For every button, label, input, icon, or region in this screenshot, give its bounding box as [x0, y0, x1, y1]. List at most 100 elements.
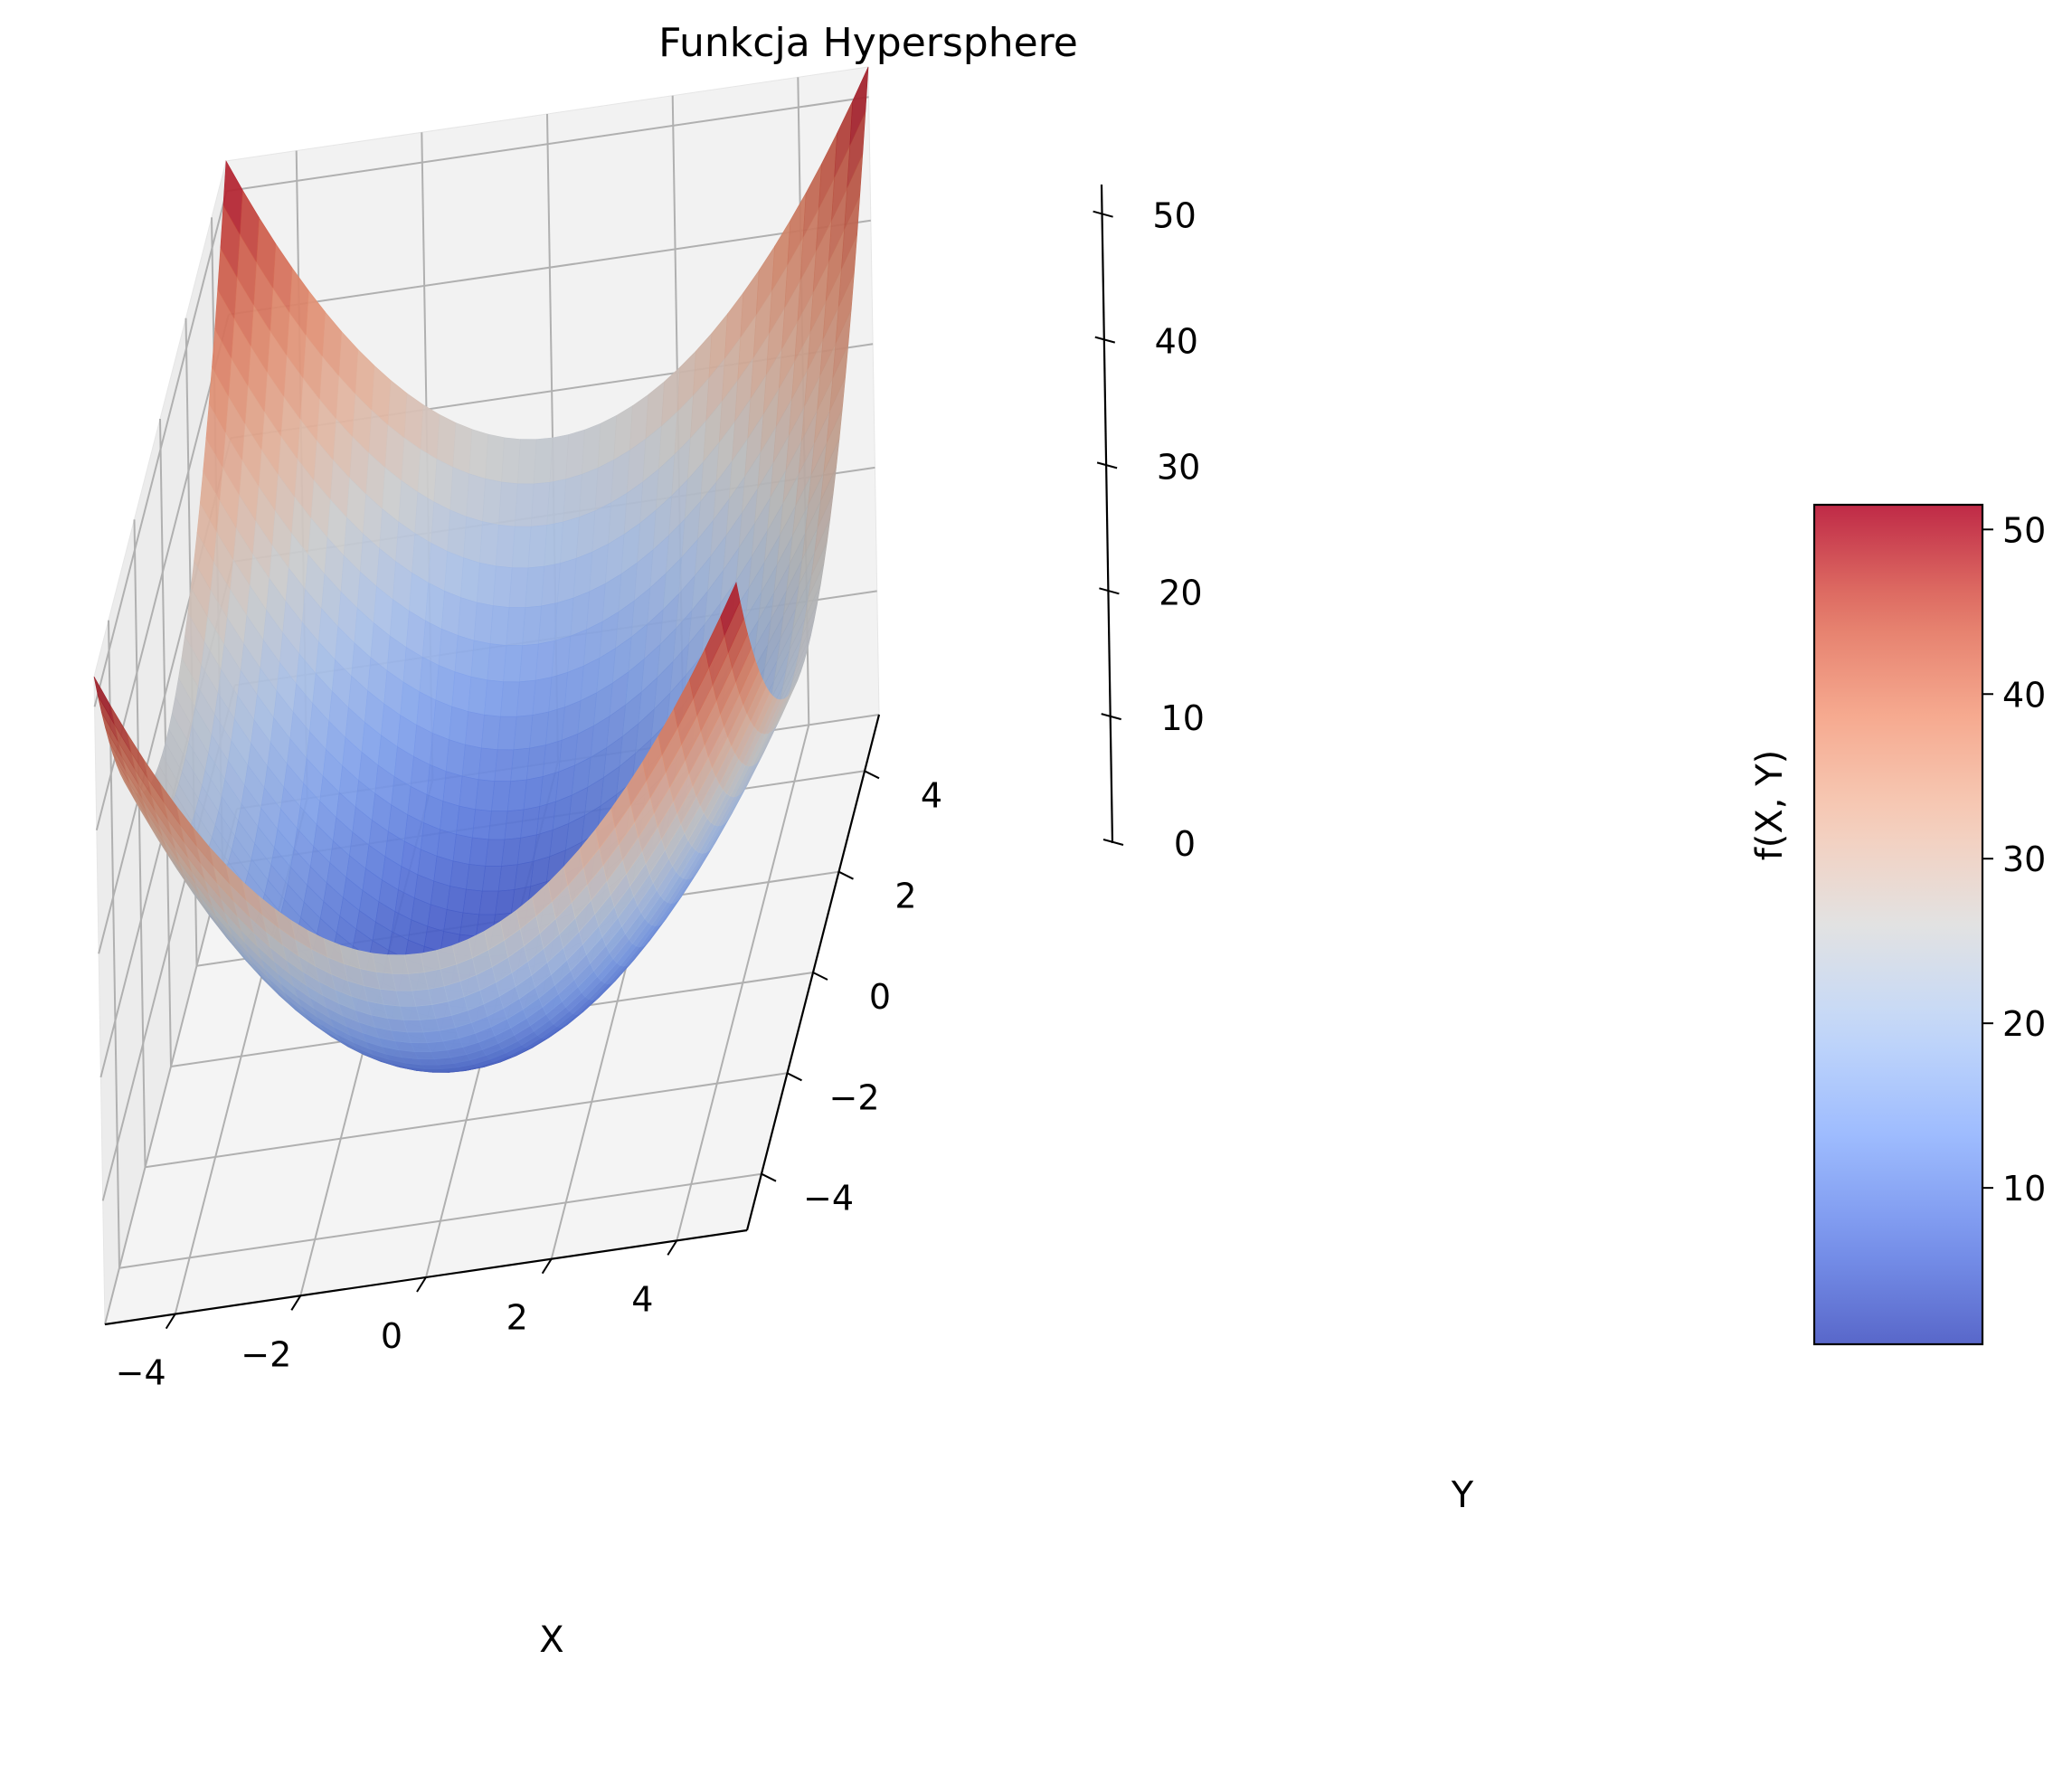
- x-tick-label: 0: [381, 1316, 402, 1356]
- z-tick: [1093, 210, 1113, 218]
- surface-facet: [466, 473, 487, 522]
- surface-facet: [454, 635, 475, 678]
- surface-facet: [508, 567, 529, 608]
- surface-facet: [465, 711, 485, 749]
- x-tick-label: −4: [116, 1353, 166, 1393]
- surface-facet: [527, 525, 548, 569]
- y-gridline-left: [133, 519, 147, 1168]
- colorbar-tick-label: 20: [2002, 1004, 2046, 1044]
- y-tick: [864, 770, 880, 780]
- surface-facet: [487, 811, 508, 840]
- z-tick: [1099, 587, 1120, 595]
- z-tick-label: 20: [1159, 573, 1202, 612]
- surface-plot: [93, 66, 869, 1073]
- z-tick-label: 30: [1157, 447, 1200, 487]
- colorbar: 10 20 30 40 50: [1812, 503, 2046, 1346]
- surface-facet: [511, 526, 532, 569]
- colorbar-tick-label: 30: [2002, 839, 2046, 879]
- colorbar-tick-label: 10: [2002, 1169, 2046, 1209]
- surface-facet: [479, 521, 499, 567]
- colorbar-fill: [1814, 505, 1982, 1344]
- surface-facet: [428, 542, 449, 592]
- y-gridline-floor: [118, 1172, 762, 1269]
- surface-facet: [475, 779, 496, 811]
- x-tick: [165, 1314, 176, 1330]
- surface-facet: [530, 481, 551, 527]
- surface-facet: [517, 439, 537, 485]
- x-tick-label: 4: [631, 1279, 653, 1319]
- surface-facet: [457, 597, 478, 641]
- y-tick: [812, 972, 828, 981]
- surface-facet: [432, 699, 453, 741]
- y-axis-label: Y: [1451, 1475, 1474, 1516]
- z-gridline-left: [93, 190, 228, 707]
- x-tick: [290, 1295, 302, 1311]
- surface-facet: [440, 801, 460, 835]
- z-tick: [1101, 713, 1121, 721]
- x-tick: [541, 1258, 553, 1275]
- surface-facet: [463, 516, 483, 564]
- y-tick: [761, 1172, 777, 1182]
- surface-facet: [442, 771, 463, 807]
- colorbar-tick-label: 50: [2002, 510, 2046, 550]
- surface-facet: [449, 706, 469, 745]
- surface-facet: [519, 643, 539, 683]
- surface-facet: [489, 605, 510, 646]
- surface-facet: [480, 714, 501, 751]
- surface-facet: [485, 433, 505, 483]
- surface-facet: [497, 716, 517, 751]
- x-tick-label: −2: [241, 1334, 291, 1374]
- surface-facet: [452, 422, 473, 475]
- z-tick-label: 40: [1155, 322, 1198, 362]
- surface-facet: [492, 565, 513, 608]
- surface-facet: [476, 562, 497, 606]
- surface-facet: [470, 640, 491, 681]
- surface-facet: [503, 645, 523, 683]
- surface-facet: [445, 739, 466, 777]
- surface-facet: [471, 809, 492, 840]
- surface-facet: [430, 501, 451, 552]
- x-tick: [416, 1276, 427, 1293]
- surface-facet: [546, 479, 567, 526]
- surface-facet: [460, 557, 480, 603]
- surface-facet: [498, 481, 518, 527]
- surface-facet: [443, 909, 464, 935]
- surface-facet: [501, 437, 521, 485]
- surface-facet: [514, 483, 535, 527]
- y-tick-label: −4: [803, 1179, 854, 1219]
- surface-facet: [451, 671, 472, 712]
- y-gridline-floor: [145, 1072, 788, 1169]
- surface-facet: [487, 643, 507, 683]
- surface-facet: [484, 679, 504, 717]
- surface-facet: [444, 551, 464, 598]
- y-tick-label: 2: [894, 877, 916, 916]
- x-axis-label: X: [539, 1619, 563, 1661]
- surface-facet: [435, 665, 456, 707]
- z-axis-line: [1100, 184, 1114, 844]
- surface-facet: [468, 837, 489, 867]
- surface-facet: [506, 607, 526, 646]
- surface-facet: [500, 681, 520, 717]
- x-tick-label: 2: [506, 1298, 528, 1338]
- z-axis-label: f(X, Y): [1749, 750, 1791, 861]
- surface-facet: [533, 437, 553, 485]
- colorbar-frame: [1812, 503, 1984, 1346]
- surface-facet: [449, 467, 470, 517]
- y-tick-label: 4: [921, 775, 942, 815]
- surface-facet: [433, 459, 454, 511]
- surface-facet: [461, 744, 482, 781]
- z-tick: [1094, 336, 1116, 344]
- surface-facet: [468, 429, 489, 479]
- surface-facet: [495, 524, 516, 569]
- z-tick: [1102, 839, 1124, 846]
- z-tick-label: 50: [1152, 196, 1196, 236]
- surface-facet: [436, 829, 457, 862]
- surface-facet: [452, 833, 473, 865]
- z-gridline-back: [228, 219, 871, 316]
- surface-facet: [446, 886, 467, 914]
- chart-title: Funkcja Hypersphere: [658, 20, 1078, 66]
- z-gridline-back: [226, 96, 869, 193]
- y-tick-label: −2: [828, 1077, 879, 1117]
